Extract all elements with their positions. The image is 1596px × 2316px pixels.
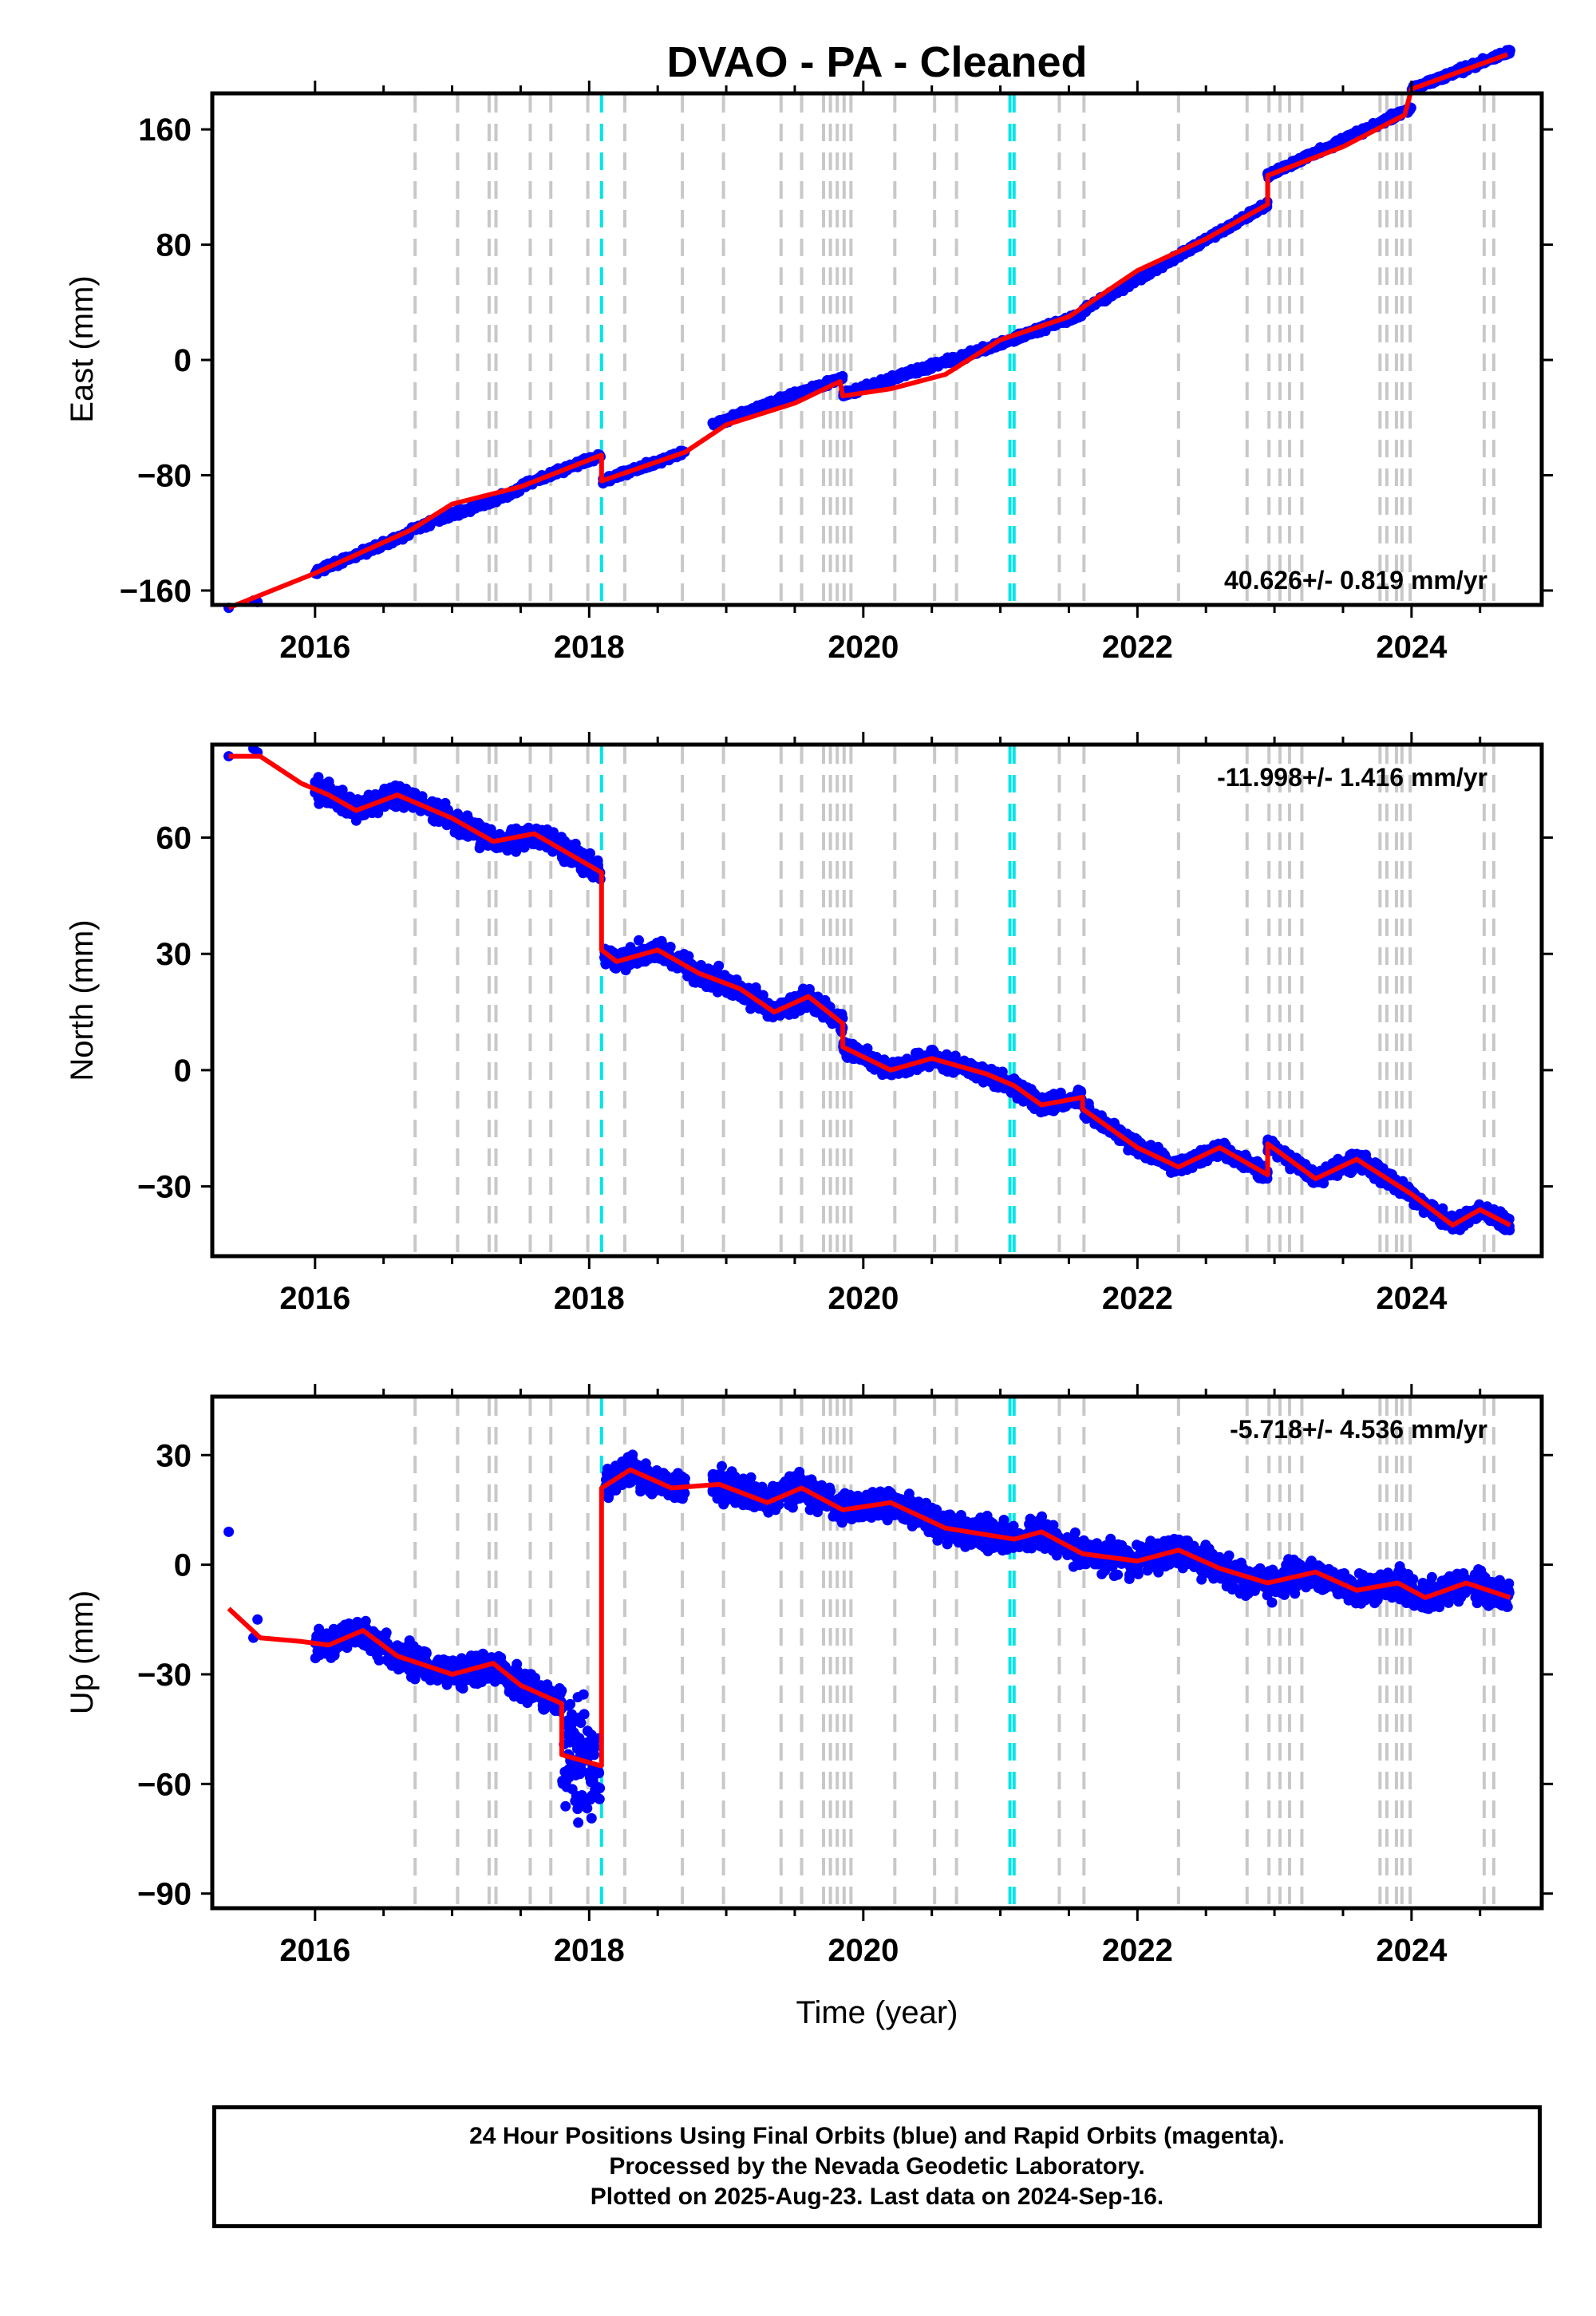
data-point <box>711 418 722 429</box>
data-point <box>712 986 723 998</box>
data-point <box>760 399 771 410</box>
y-axis-label: East (mm) <box>65 275 100 422</box>
x-tick-label: 2020 <box>828 630 899 665</box>
data-point <box>920 362 931 373</box>
plot-frame <box>210 91 1544 607</box>
data-point <box>1340 132 1351 144</box>
data-point <box>459 829 470 840</box>
data-point <box>523 822 534 833</box>
data-point <box>437 515 448 525</box>
x-tick-label: 2018 <box>554 630 625 665</box>
data-point <box>651 937 662 948</box>
data-point <box>367 806 378 817</box>
data-point <box>948 356 958 367</box>
panels: −160 −80 0 80 160 2016 2018 2020 2022 2024 East (m… <box>65 45 1553 1968</box>
data-point <box>625 942 636 953</box>
data-point <box>464 502 476 513</box>
data-point <box>821 376 832 387</box>
rate-annotation: 40.626+/- 0.819 mm/yr <box>1224 566 1487 595</box>
data-point <box>363 789 374 800</box>
model-line-east <box>227 52 1509 611</box>
y-tick-label: 80 <box>156 228 192 263</box>
data-point <box>452 505 464 516</box>
data-point <box>548 827 559 838</box>
data-point <box>1035 327 1046 338</box>
data-point <box>720 413 731 425</box>
y-tick-label: 0 <box>174 343 192 378</box>
x-tick-label: 2022 <box>1102 630 1173 665</box>
x-tick-label: 2016 <box>279 630 350 665</box>
data-point <box>748 404 759 415</box>
y-tick-label: −160 <box>120 574 192 609</box>
x-tick-label: 2024 <box>1376 630 1448 665</box>
panel-east: −160 −80 0 80 160 2016 2018 2020 2022 2024 East (m… <box>65 45 1553 665</box>
data-point <box>476 499 488 510</box>
y-tick-label: 160 <box>138 113 192 148</box>
y-tick-label: −80 <box>137 458 192 493</box>
data-point <box>1129 276 1140 287</box>
data-point <box>473 817 484 828</box>
data-point <box>784 393 795 404</box>
data-point <box>331 785 342 796</box>
data-point <box>570 840 581 852</box>
data-point <box>485 495 496 506</box>
data-point <box>1155 263 1166 274</box>
data-point <box>875 373 887 385</box>
data-point <box>1146 267 1157 277</box>
data-point <box>1116 284 1127 295</box>
chart-title: DVAO - PA - Cleaned <box>666 38 1087 86</box>
data-points-north <box>223 743 1515 1235</box>
data-point <box>895 370 906 381</box>
